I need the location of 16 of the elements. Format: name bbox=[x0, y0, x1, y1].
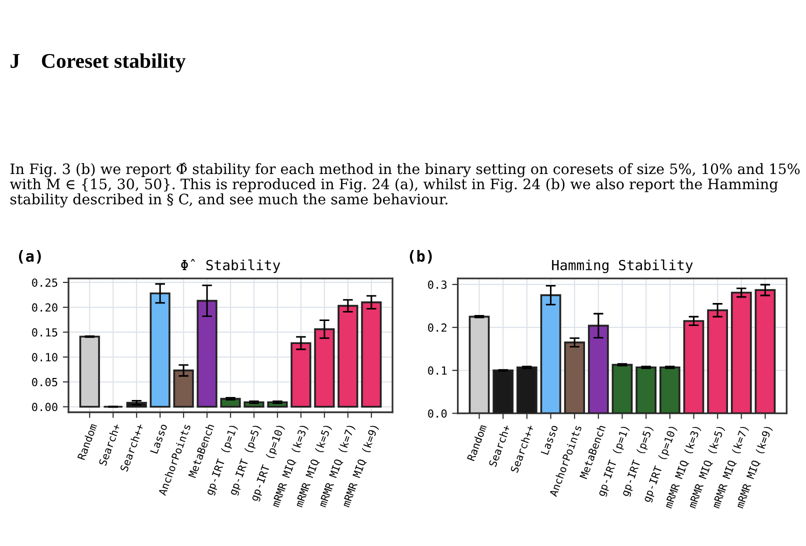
y-tick-label: 0.0 bbox=[428, 409, 447, 418]
text: J Coreset stability bbox=[10, 53, 186, 72]
text: In Fig. 3 (b) we report Φ̂ stability for each method in the binary setting on coresets of size 5%, 10% and 15% with M ∈ {15, 30, 50}. This is reproduced in Fig. 24 (a), whilst in Fig. 24 (b) we also report the Hamming stability described in § C, and see much the same behaviour. bbox=[10, 162, 800, 208]
y-tick-label: 0.25 bbox=[32, 278, 58, 287]
chart-title: Φ̂ Stability bbox=[181, 259, 280, 274]
y-tick-label: 0.15 bbox=[32, 328, 58, 337]
y-tick-label: 0.2 bbox=[428, 323, 446, 332]
y-tick-label: 0.3 bbox=[428, 280, 447, 289]
y-tick-label: 0.05 bbox=[32, 378, 58, 386]
text: (a) bbox=[18, 250, 41, 264]
chart-title: Hamming Stability bbox=[552, 260, 693, 274]
y-tick-label: 0.10 bbox=[32, 353, 58, 362]
y-tick-label: 0.1 bbox=[428, 366, 447, 375]
y-tick-label: 0.00 bbox=[32, 402, 58, 412]
y-tick-label: 0.20 bbox=[32, 303, 58, 312]
text: (b) bbox=[410, 250, 432, 264]
